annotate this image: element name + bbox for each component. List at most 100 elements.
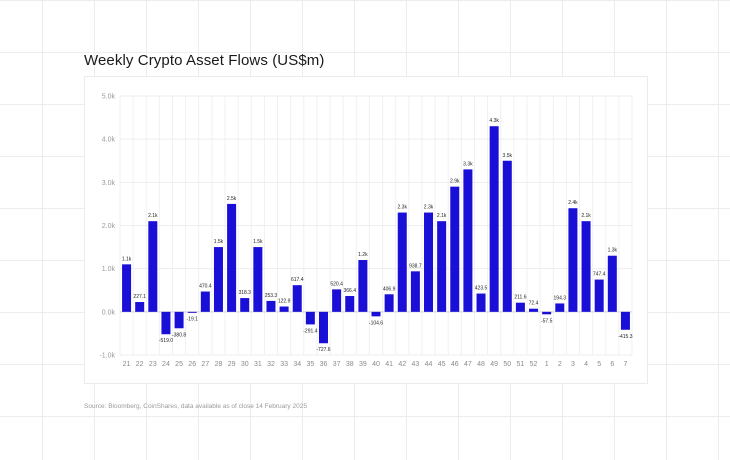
x-tick-label: 1 bbox=[545, 361, 549, 368]
bar bbox=[332, 289, 342, 312]
bar bbox=[358, 260, 368, 312]
data-label: 1.2k bbox=[358, 252, 368, 258]
y-tick-label: 2.0k bbox=[102, 223, 116, 230]
data-label: -104.6 bbox=[369, 320, 383, 326]
bar bbox=[345, 296, 355, 312]
bar bbox=[542, 311, 552, 315]
x-tick-label: 5 bbox=[597, 361, 601, 368]
data-label: 3.3k bbox=[463, 161, 473, 167]
x-tick-label: 30 bbox=[241, 361, 249, 368]
bar bbox=[555, 303, 565, 312]
data-label: 1.5k bbox=[253, 239, 263, 245]
x-tick-label: 50 bbox=[503, 361, 511, 368]
chart-title: Weekly Crypto Asset Flows (US$m) bbox=[84, 52, 325, 69]
bar bbox=[620, 311, 630, 330]
data-label: 470.4 bbox=[199, 284, 212, 290]
bar bbox=[227, 203, 237, 312]
data-label: 318.3 bbox=[238, 290, 251, 296]
x-tick-label: 28 bbox=[215, 361, 223, 368]
x-tick-label: 2 bbox=[558, 361, 562, 368]
x-tick-label: 40 bbox=[372, 361, 380, 368]
data-label: 1.5k bbox=[214, 239, 224, 245]
x-tick-label: 48 bbox=[477, 361, 485, 368]
chart-panel bbox=[84, 76, 648, 384]
bar bbox=[279, 306, 289, 312]
data-label: -415.3 bbox=[618, 334, 632, 340]
x-tick-label: 49 bbox=[490, 361, 498, 368]
x-tick-label: 34 bbox=[293, 361, 301, 368]
data-label: -727.6 bbox=[316, 347, 330, 353]
data-label: 520.4 bbox=[330, 281, 343, 287]
data-label: 423.5 bbox=[475, 286, 488, 292]
bar bbox=[305, 311, 315, 325]
bar bbox=[213, 247, 223, 312]
x-tick-label: 35 bbox=[306, 361, 314, 368]
x-tick-label: 38 bbox=[346, 361, 354, 368]
bar bbox=[515, 302, 525, 312]
bar bbox=[607, 255, 617, 312]
bar bbox=[318, 311, 328, 344]
bar bbox=[200, 291, 210, 312]
data-label: 2.9k bbox=[450, 179, 460, 185]
data-label: 2.3k bbox=[398, 205, 408, 211]
x-tick-label: 4 bbox=[584, 361, 588, 368]
x-tick-label: 22 bbox=[136, 361, 144, 368]
data-label: 227.1 bbox=[133, 294, 146, 300]
bar bbox=[371, 311, 381, 317]
x-tick-label: 26 bbox=[188, 361, 196, 368]
x-tick-label: 24 bbox=[162, 361, 170, 368]
x-tick-label: 41 bbox=[385, 361, 393, 368]
data-label: 1.3k bbox=[608, 248, 618, 254]
y-tick-label: 4.0k bbox=[102, 137, 116, 144]
data-label: -519.0 bbox=[159, 338, 173, 344]
data-label: 2.5k bbox=[227, 196, 237, 202]
bar bbox=[437, 221, 447, 312]
bar bbox=[187, 311, 197, 313]
data-label: 211.6 bbox=[514, 295, 526, 301]
bar bbox=[463, 169, 473, 312]
bar bbox=[489, 126, 499, 312]
data-label: 2.3k bbox=[424, 205, 434, 211]
x-tick-label: 39 bbox=[359, 361, 367, 368]
data-label: 938.7 bbox=[409, 263, 422, 269]
data-label: 194.3 bbox=[554, 295, 567, 301]
bar bbox=[424, 212, 434, 312]
bar bbox=[397, 212, 407, 312]
x-tick-label: 31 bbox=[254, 361, 262, 368]
data-label: 366.4 bbox=[343, 288, 356, 294]
bar bbox=[410, 271, 420, 312]
data-label: 3.5k bbox=[503, 153, 513, 159]
x-tick-label: 52 bbox=[530, 361, 538, 368]
data-label: -19.1 bbox=[187, 317, 199, 323]
y-tick-label: 5.0k bbox=[102, 94, 116, 101]
data-label: 617.4 bbox=[291, 277, 304, 283]
x-tick-label: 47 bbox=[464, 361, 472, 368]
bar bbox=[450, 186, 460, 312]
data-label: 2.1k bbox=[581, 213, 591, 219]
x-tick-label: 42 bbox=[398, 361, 406, 368]
x-tick-label: 32 bbox=[267, 361, 275, 368]
data-label: -380.8 bbox=[172, 332, 186, 338]
x-tick-label: 45 bbox=[438, 361, 446, 368]
bar bbox=[161, 311, 171, 335]
x-tick-label: 25 bbox=[175, 361, 183, 368]
bar bbox=[384, 294, 394, 312]
bar bbox=[266, 300, 276, 312]
x-tick-label: 27 bbox=[201, 361, 209, 368]
bar bbox=[502, 160, 512, 312]
data-label: 747.4 bbox=[593, 272, 606, 278]
y-tick-label: 3.0k bbox=[102, 180, 116, 187]
bar bbox=[568, 208, 578, 312]
x-tick-label: 21 bbox=[123, 361, 131, 368]
bar bbox=[581, 221, 591, 312]
data-label: 1.1k bbox=[122, 256, 132, 262]
data-label: 122.9 bbox=[278, 299, 291, 305]
data-label: -57.5 bbox=[541, 318, 553, 324]
data-label: 72.4 bbox=[529, 301, 539, 307]
data-label: 2.4k bbox=[568, 200, 578, 206]
bar bbox=[240, 298, 250, 312]
bar bbox=[135, 302, 145, 312]
data-label: 2.1k bbox=[437, 213, 447, 219]
source-note: Source: Bloomberg, CoinShares, data avai… bbox=[84, 403, 307, 410]
